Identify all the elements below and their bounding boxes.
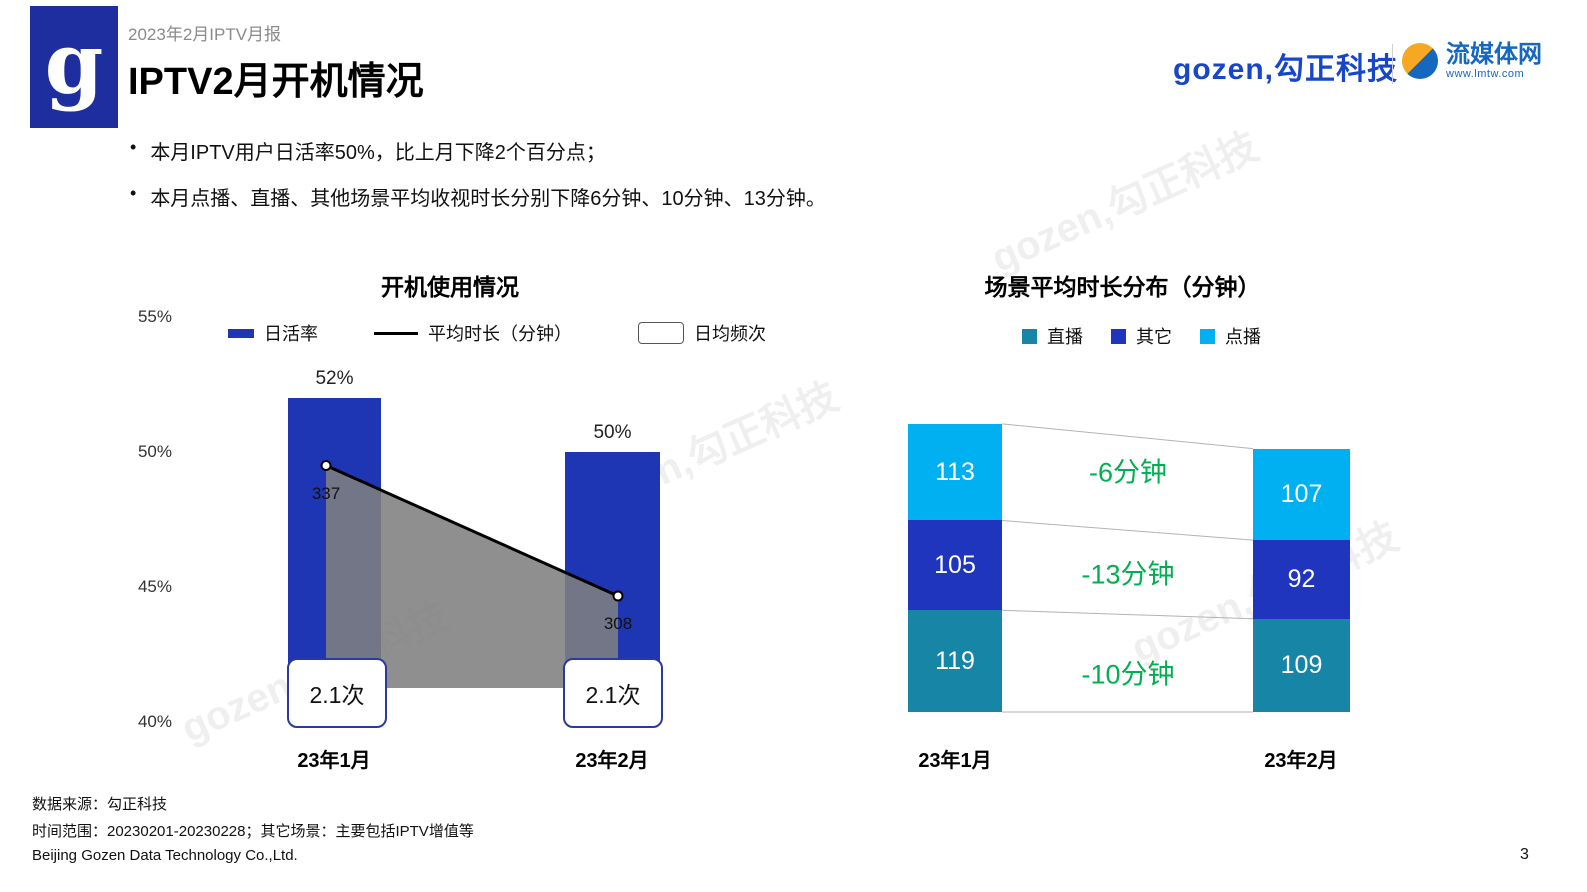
left-x-label-1: 23年2月 [575,750,649,772]
left-chart-legend: 日活率 平均时长（分钟） 日均频次 [228,320,766,346]
footer-company: Beijing Gozen Data Technology Co.,Ltd. [32,847,298,864]
bullet-dot [130,136,136,165]
segment-value: 105 [934,550,976,579]
live-legend-swatch [1022,328,1037,344]
bullet-text: 本月IPTV用户日活率50%，比上月下降2个百分点； [150,142,606,164]
freq-box-0: 2.1次 [287,658,387,728]
gozen-wordmark-logo: gozen,勾正科技 [1173,53,1398,86]
y-axis-tick: 40% [137,712,172,731]
daily-freq-legend-swatch [638,322,684,344]
left-x-label-0: 23年1月 [297,750,371,772]
lmtw-text: 流媒体网 www.lmtw.com [1446,41,1542,81]
segment-value: 107 [1280,479,1323,508]
avg-duration-label-0: 337 [311,483,341,503]
lmtw-url: www.lmtw.com [1446,68,1525,81]
gozen-g-icon: g [44,14,104,113]
dau-bar-label-1: 50% [593,422,632,443]
stack-seg-2-1: 109 [1253,618,1350,712]
delta-label-1: -13分钟 [1081,559,1175,590]
live-legend-label: 直播 [1047,327,1083,347]
right-x-label-1: 23年2月 [1264,750,1338,772]
right-chart-title: 场景平均时长分布（分钟） [984,274,1261,300]
lmtw-logo: 流媒体网 www.lmtw.com [1402,41,1542,81]
stack-seg-0-1: 107 [1253,448,1350,541]
stack-seg-1-0: 105 [908,520,1002,611]
footer-source: 数据来源：勾正科技 [32,796,168,813]
segment-value: 113 [935,457,975,486]
right-x-label-0: 23年1月 [918,750,992,772]
header-divider [1392,44,1393,84]
daily-freq-legend-label: 日均频次 [694,324,766,344]
segment-value: 109 [1280,650,1323,679]
stack-seg-2-0: 119 [908,610,1002,712]
lmtw-name: 流媒体网 [1446,41,1542,68]
watermark: gozen,勾正科技 [985,124,1265,282]
left-chart-title: 开机使用情况 [381,274,519,300]
footer-scope: 时间范围：20230201-20230228；其它场景：主要包括IPTV增值等 [32,823,474,840]
other-legend-label: 其它 [1136,327,1172,347]
vod-legend-label: 点播 [1225,327,1261,347]
y-axis-tick: 45% [137,577,172,596]
lmtw-globe-icon [1402,43,1438,80]
stack-seg-0-0: 113 [908,423,1002,521]
freq-box-1: 2.1次 [563,658,663,728]
freq-value: 2.1次 [585,682,641,708]
segment-value: 92 [1287,564,1316,593]
page-title: IPTV2月开机情况 [128,61,424,103]
bullet-item: 本月IPTV用户日活率50%，比上月下降2个百分点； [130,136,606,165]
right-chart-legend: 直播 其它 点播 [1022,323,1261,349]
avg-duration-legend-swatch [374,331,418,335]
other-legend-swatch [1111,328,1126,344]
delta-label-0: -6分钟 [1088,457,1168,488]
avg-duration-legend-label: 平均时长（分钟） [428,324,572,344]
stack-seg-1-1: 92 [1253,540,1350,619]
segment-value: 119 [935,646,975,675]
vod-legend-swatch [1200,328,1215,344]
dau-bar-label-0: 52% [315,368,354,389]
report-label: 2023年2月IPTV月报 [128,25,282,44]
freq-value: 2.1次 [309,682,365,708]
gozen-logo-mark: g [30,6,118,128]
delta-label-2: -10分钟 [1081,659,1175,690]
page-number: 3 [1520,846,1529,863]
y-axis-tick: 50% [137,442,172,461]
dau-legend-swatch [228,328,254,338]
bullet-item: 本月点播、直播、其他场景平均收视时长分别下降6分钟、10分钟、13分钟。 [130,182,826,211]
bullet-dot [130,182,136,211]
avg-duration-label-1: 308 [603,614,633,633]
bullet-text: 本月点播、直播、其他场景平均收视时长分别下降6分钟、10分钟、13分钟。 [150,188,826,210]
y-axis-tick: 55% [137,307,172,326]
dau-legend-label: 日活率 [264,324,318,344]
